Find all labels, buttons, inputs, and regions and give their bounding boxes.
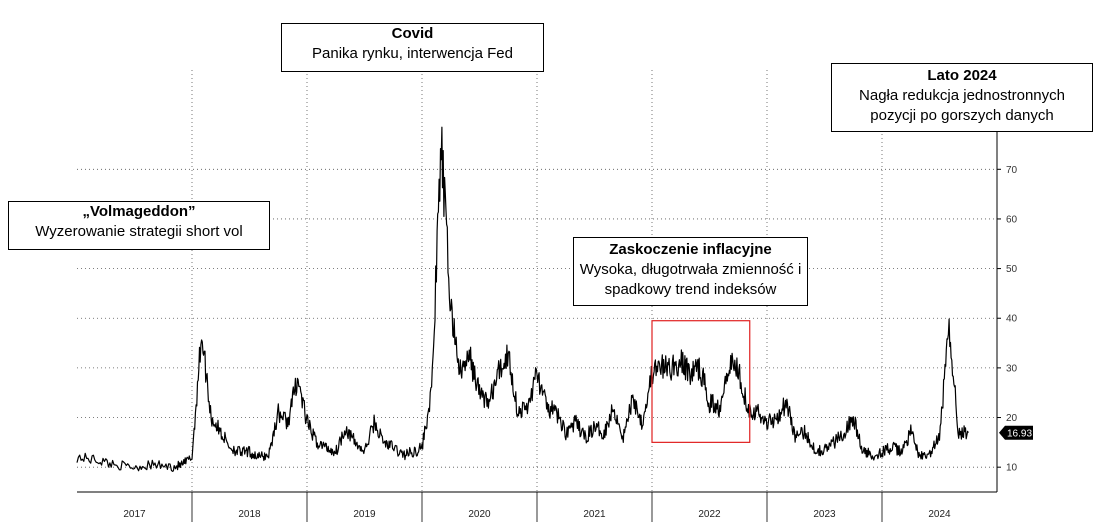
annotation-line: Nagła redukcja jednostronnych: [859, 87, 1065, 104]
annotation-title: „Volmageddon”: [82, 203, 196, 220]
y-tick-label: 30: [1006, 363, 1018, 374]
x-tick-label: 2023: [813, 509, 836, 520]
y-tick-label: 50: [1006, 264, 1018, 275]
annotation-line: spadkowy trend indeksów: [604, 281, 777, 298]
series-line: [76, 126, 969, 472]
annotation-volmageddon: „Volmageddon” Wyzerowanie strategii shor…: [8, 201, 270, 250]
annotation-line: Wyzerowanie strategii short vol: [35, 223, 243, 240]
x-tick-label: 2017: [123, 509, 146, 520]
inflation-highlight-box: [651, 320, 751, 443]
y-tick-label: 40: [1006, 314, 1018, 325]
annotation-line: pozycji po gorszych danych: [870, 107, 1054, 124]
y-tick-label: 10: [1006, 463, 1018, 474]
annotation-title: Covid: [391, 25, 434, 42]
last-value-label: 16.93: [1007, 428, 1032, 439]
y-tick-label: 60: [1006, 214, 1018, 225]
x-tick-label: 2021: [583, 509, 606, 520]
annotation-title: Zaskoczenie inflacyjne: [609, 241, 772, 258]
annotation-inflation: Zaskoczenie inflacyjne Wysoka, długotrwa…: [573, 237, 808, 306]
grid-lines: [77, 70, 997, 492]
y-axis: 10 20 30 40 50 60 70: [996, 70, 1018, 492]
last-value-badge-shape: [999, 425, 1033, 440]
last-value-badge: 16.93: [999, 425, 1033, 440]
y-tick-label: 20: [1006, 413, 1018, 424]
annotation-line: Panika rynku, interwencja Fed: [312, 45, 513, 62]
x-tick-label: 2022: [698, 509, 721, 520]
annotation-summer-2024: Lato 2024 Nagła redukcja jednostronnych …: [831, 63, 1093, 132]
annotation-line: Wysoka, długotrwała zmienność i: [579, 261, 802, 278]
y-tick-label: 70: [1006, 165, 1018, 176]
x-tick-label: 2024: [928, 509, 951, 520]
x-tick-label: 2020: [468, 509, 491, 520]
annotation-covid: Covid Panika rynku, interwencja Fed: [281, 23, 544, 72]
x-tick-label: 2018: [238, 509, 261, 520]
x-tick-label: 2019: [353, 509, 376, 520]
annotation-title: Lato 2024: [927, 67, 997, 84]
x-axis: 2017 2018 2019 2020 2021 2022 2023 2024: [77, 491, 997, 522]
